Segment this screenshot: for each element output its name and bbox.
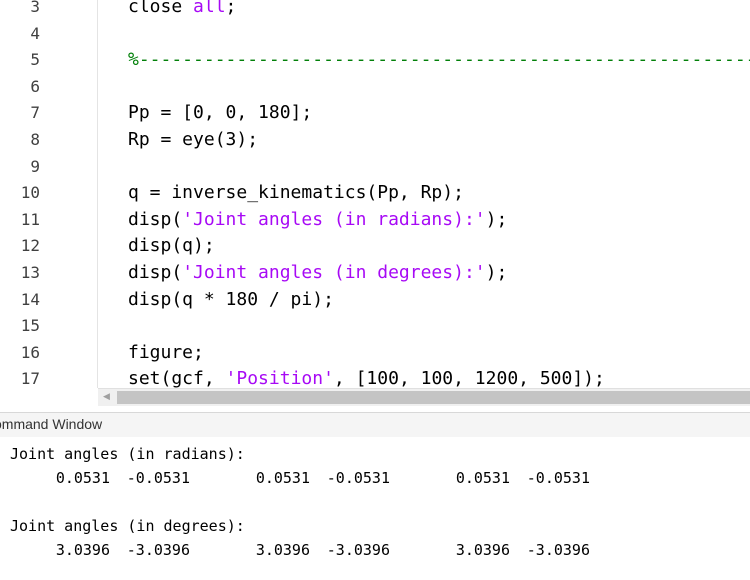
- output-value: -3.0396: [326, 541, 390, 559]
- string-literal: 'Joint angles (in radians):': [182, 208, 486, 230]
- scroll-left-icon[interactable]: ◀: [103, 392, 110, 402]
- code-text: disp(: [128, 208, 183, 230]
- output-value: -3.0396: [526, 541, 590, 559]
- code-line[interactable]: close all;: [128, 0, 236, 20]
- code-text: figure;: [128, 341, 204, 363]
- line-number: 10: [20, 183, 40, 203]
- code-text: disp(: [128, 262, 183, 283]
- string-literal: 'Joint angles (in degrees):': [182, 262, 486, 283]
- line-number: 3: [30, 0, 40, 16]
- code-text: , [100, 100, 1200, 500]);: [333, 368, 605, 388]
- code-line[interactable]: disp('Joint angles (in radians):');: [128, 207, 507, 233]
- code-text: );: [485, 262, 508, 283]
- code-text: set(gcf,: [128, 368, 226, 388]
- command-window-header: ommand Window: [0, 412, 750, 438]
- code-editor[interactable]: 3 4 5 6 7 8 9 10 11 12 13 14 15 16 17 close all; %-----…: [0, 0, 750, 388]
- line-number: 5: [30, 50, 40, 70]
- code-text: Rp = eye(3);: [128, 129, 259, 150]
- code-text: );: [485, 208, 508, 230]
- code-text: close: [128, 0, 194, 17]
- line-number: 8: [30, 130, 40, 149]
- line-number: 11: [20, 209, 40, 229]
- code-text: Pp = [0, 0, 180];: [128, 102, 313, 124]
- output-value: 0.0531: [455, 469, 510, 487]
- line-number: 14: [20, 289, 40, 309]
- code-line[interactable]: %---------------------------------------…: [128, 47, 750, 73]
- line-number: 17: [20, 369, 40, 388]
- output-label: Joint angles (in radians):: [10, 445, 245, 463]
- output-value: 3.0396: [55, 541, 110, 559]
- code-line[interactable]: Rp = eye(3);: [128, 127, 258, 153]
- string-literal: 'Position': [225, 368, 334, 388]
- line-number: 9: [30, 156, 40, 176]
- line-number: 16: [20, 342, 40, 362]
- code-text: ;: [225, 0, 237, 17]
- output-value: 3.0396: [255, 541, 310, 559]
- output-value: -0.0531: [126, 469, 190, 487]
- line-number: 6: [30, 76, 40, 96]
- code-line[interactable]: set(gcf, 'Position', [100, 100, 1200, 50…: [128, 366, 605, 388]
- string-literal: all: [193, 0, 226, 17]
- line-number: 13: [20, 263, 40, 282]
- editor-horizontal-scrollbar[interactable]: ◀: [98, 388, 750, 406]
- code-line[interactable]: disp(q);: [128, 233, 215, 259]
- command-window[interactable]: Joint angles (in radians): 0.0531 -0.0531 0…: [0, 437, 750, 580]
- code-line[interactable]: disp('Joint angles (in degrees):');: [128, 260, 507, 286]
- line-number: 7: [30, 103, 40, 123]
- scroll-thumb[interactable]: [117, 391, 750, 404]
- output-label: Joint angles (in degrees):: [10, 517, 245, 535]
- code-line[interactable]: Pp = [0, 0, 180];: [128, 100, 312, 126]
- code-text: q = inverse_kinematics(Pp, Rp);: [128, 182, 464, 204]
- code-line[interactable]: q = inverse_kinematics(Pp, Rp);: [128, 180, 464, 206]
- code-text: disp(q * 180 / pi);: [128, 288, 334, 310]
- line-number: 15: [20, 316, 40, 336]
- comment-text: %---------------------------------------…: [128, 49, 750, 71]
- output-value: -3.0396: [126, 541, 190, 559]
- code-text: disp(q);: [128, 235, 215, 257]
- code-line[interactable]: disp(q * 180 / pi);: [128, 287, 334, 313]
- output-value: -0.0531: [326, 469, 390, 487]
- line-number: 4: [30, 23, 40, 43]
- command-window-title: ommand Window: [0, 416, 103, 432]
- gutter-separator: [97, 0, 98, 388]
- output-value: 3.0396: [455, 541, 510, 559]
- output-value: 0.0531: [255, 469, 310, 487]
- output-value: 0.0531: [55, 469, 110, 487]
- line-number: 12: [20, 236, 40, 256]
- code-line[interactable]: figure;: [128, 340, 204, 366]
- output-value: -0.0531: [526, 469, 590, 487]
- line-number-gutter: 3 4 5 6 7 8 9 10 11 12 13 14 15 16 17: [0, 0, 52, 388]
